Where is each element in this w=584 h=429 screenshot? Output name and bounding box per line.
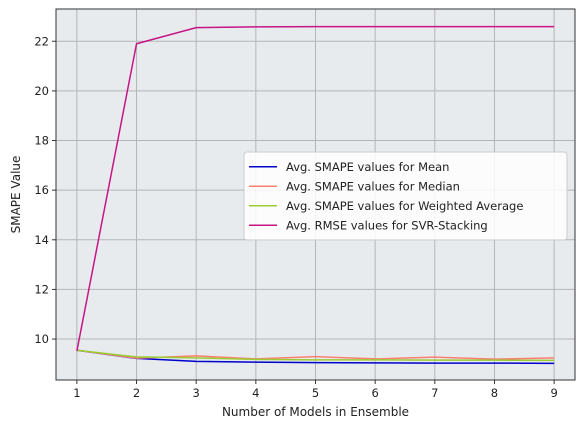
x-axis-label: Number of Models in Ensemble <box>222 405 409 419</box>
legend-label: Avg. SMAPE values for Weighted Average <box>286 199 523 213</box>
y-tick-label: 12 <box>34 282 49 296</box>
x-tick-label: 6 <box>371 386 378 400</box>
legend-box <box>243 151 568 241</box>
series-line-3 <box>76 349 555 362</box>
y-tick-label: 16 <box>34 183 49 197</box>
y-axis-label: SMAPE Value <box>9 156 23 234</box>
series-line-4 <box>76 25 555 352</box>
x-axis: 1 2 3 4 5 6 7 8 9 <box>73 380 558 400</box>
x-tick-label: 4 <box>252 386 259 400</box>
x-tick-label: 7 <box>431 386 438 400</box>
y-tick-label: 22 <box>34 34 49 48</box>
legend-label: Avg. RMSE values for SVR-Stacking <box>286 218 488 232</box>
grid <box>56 9 575 380</box>
y-tick-label: 20 <box>34 84 49 98</box>
y-tick-label: 14 <box>34 233 49 247</box>
y-tick-label: 18 <box>34 134 49 148</box>
legend: Avg. SMAPE values for Mean Avg. SMAPE val… <box>243 151 568 241</box>
series-line-1 <box>76 349 555 365</box>
series-layer <box>76 25 555 365</box>
legend-label: Avg. SMAPE values for Median <box>286 179 460 193</box>
x-tick-label: 5 <box>312 386 319 400</box>
legend-label: Avg. SMAPE values for Mean <box>286 160 449 174</box>
x-tick-label: 3 <box>193 386 200 400</box>
y-axis: 10 12 14 16 18 20 22 <box>34 34 56 346</box>
x-tick-label: 9 <box>550 386 557 400</box>
x-tick-label: 8 <box>491 386 498 400</box>
x-tick-label: 1 <box>73 386 80 400</box>
x-tick-label: 2 <box>133 386 140 400</box>
y-tick-label: 10 <box>34 332 49 346</box>
